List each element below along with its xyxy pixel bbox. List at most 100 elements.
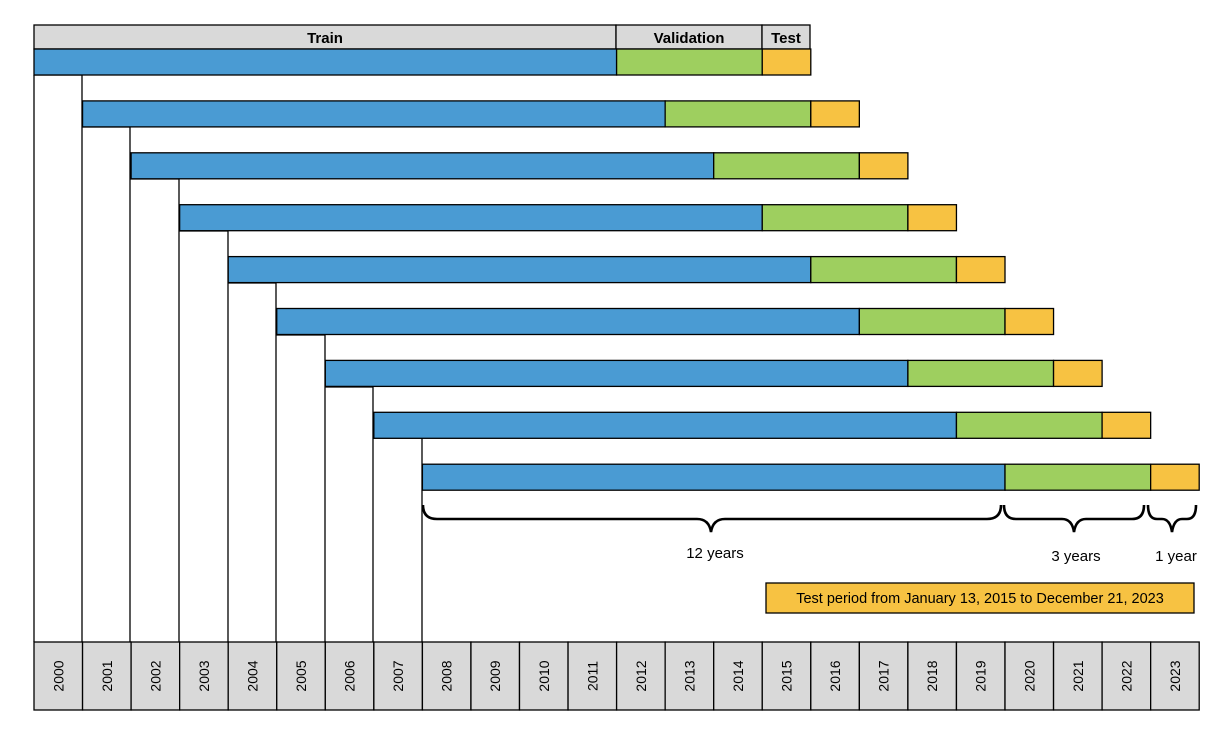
year-label: 2000 — [50, 660, 66, 691]
window-row — [276, 307, 1055, 336]
year-cell: 2021 — [1052, 641, 1103, 711]
year-cell-box — [130, 641, 181, 711]
year-label: 2003 — [196, 660, 212, 691]
window-row — [81, 100, 860, 128]
year-cell: 2020 — [1004, 641, 1055, 711]
year-cell: 2009 — [470, 641, 521, 711]
validation-bar — [858, 307, 1006, 336]
year-axis: 2000 2001 2002 2003 2004 2005 2006 2007 2008 2009… — [33, 641, 1200, 711]
year-cell-box — [276, 641, 326, 711]
train-bar — [227, 255, 812, 284]
note-text: Test period from January 13, 2015 to Dec… — [796, 591, 1164, 607]
year-cell-box — [227, 641, 278, 711]
year-cell: 2001 — [81, 641, 132, 711]
year-cell-box — [33, 641, 84, 711]
year-label: 2004 — [244, 660, 260, 691]
header-test-label: Test — [771, 30, 801, 47]
year-cell-box — [421, 641, 472, 711]
year-cell: 2012 — [615, 641, 666, 711]
window-row — [130, 152, 909, 180]
year-cell: 2002 — [130, 641, 181, 711]
window-row — [227, 255, 1006, 284]
train-bar — [421, 463, 1006, 491]
staircase-outline — [33, 74, 423, 642]
year-cell-box — [373, 641, 424, 711]
window-row — [324, 359, 1103, 388]
window-row — [33, 48, 812, 76]
validation-bar — [761, 204, 909, 232]
year-label: 2017 — [876, 660, 892, 691]
validation-bar — [810, 255, 958, 284]
test-bar — [955, 255, 1006, 284]
year-cell-box — [955, 641, 1006, 711]
year-cell-box — [1150, 641, 1200, 711]
year-cell: 2019 — [955, 641, 1006, 711]
train-bar — [81, 100, 666, 128]
test-period-note: Test period from January 13, 2015 to Dec… — [765, 582, 1195, 614]
header-validation-label: Validation — [654, 30, 725, 47]
year-cell: 2006 — [324, 641, 375, 711]
year-label: 2008 — [439, 660, 455, 691]
year-label: 2021 — [1070, 660, 1086, 691]
year-cell-box — [858, 641, 909, 711]
year-cell-box — [518, 641, 569, 711]
year-cell: 2008 — [421, 641, 472, 711]
test-bar — [810, 100, 860, 128]
test-bar — [1052, 359, 1103, 388]
year-cell: 2014 — [713, 641, 763, 711]
header-train-cell — [33, 24, 617, 50]
window-row — [178, 204, 958, 232]
year-cell: 2005 — [276, 641, 326, 711]
year-label: 2005 — [293, 660, 309, 691]
year-cell: 2017 — [858, 641, 909, 711]
year-cell-box — [1052, 641, 1103, 711]
year-cell-box — [470, 641, 521, 711]
train-brace — [421, 504, 1003, 533]
year-label: 2014 — [730, 660, 746, 691]
validation-bar — [955, 411, 1103, 439]
year-label: 2022 — [1118, 660, 1134, 691]
year-cell: 2003 — [178, 641, 229, 711]
year-label: 2012 — [633, 660, 649, 691]
year-cell: 2000 — [33, 641, 84, 711]
test-brace — [1146, 504, 1198, 533]
validation-bar — [907, 359, 1055, 388]
train-bar — [373, 411, 958, 439]
windows-layer — [33, 48, 1200, 491]
year-label: 2002 — [147, 660, 163, 691]
validation-brace-label: 3 years — [1051, 548, 1100, 565]
test-bar — [761, 48, 812, 76]
year-label: 2019 — [973, 660, 989, 691]
year-label: 2015 — [779, 660, 795, 691]
validation-bar — [664, 100, 812, 128]
year-cell-box — [1101, 641, 1152, 711]
year-cell: 2013 — [664, 641, 715, 711]
header-validation-cell — [615, 24, 763, 50]
year-cell: 2016 — [810, 641, 860, 711]
train-bar — [130, 152, 715, 180]
year-cell-box — [324, 641, 375, 711]
year-label: 2001 — [99, 660, 115, 691]
year-cell: 2022 — [1101, 641, 1152, 711]
year-cell-box — [761, 641, 812, 711]
year-cell: 2018 — [907, 641, 958, 711]
header-train-label: Train — [307, 30, 343, 47]
train-bar — [276, 307, 860, 336]
year-cell-box — [615, 641, 666, 711]
note-box — [765, 582, 1195, 614]
window-row — [373, 411, 1152, 439]
year-cell-box — [81, 641, 132, 711]
year-cell: 2011 — [567, 641, 618, 711]
braces: 12 years 3 years 1 year — [421, 504, 1198, 565]
year-cell: 2007 — [373, 641, 424, 711]
year-cell: 2004 — [227, 641, 278, 711]
year-label: 2013 — [681, 660, 697, 691]
year-label: 2018 — [924, 660, 940, 691]
validation-bar — [713, 152, 861, 180]
year-label: 2020 — [1021, 660, 1037, 691]
year-cell: 2015 — [761, 641, 812, 711]
year-cell: 2010 — [518, 641, 569, 711]
year-label: 2011 — [584, 661, 600, 691]
year-label: 2009 — [487, 660, 503, 691]
